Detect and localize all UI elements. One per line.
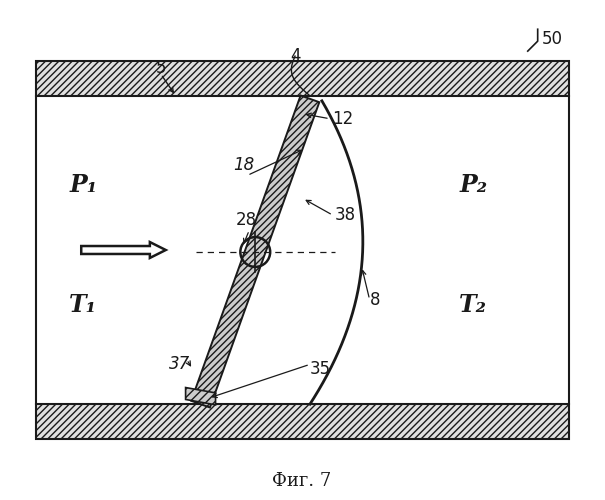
Text: 18: 18 — [234, 156, 255, 174]
Polygon shape — [186, 388, 215, 405]
Text: Фиг. 7: Фиг. 7 — [272, 472, 332, 490]
Text: 8: 8 — [370, 290, 380, 308]
Text: P₁: P₁ — [70, 174, 97, 198]
Polygon shape — [81, 242, 166, 258]
Text: 4: 4 — [290, 47, 300, 65]
Text: 50: 50 — [541, 30, 563, 48]
Text: T₂: T₂ — [459, 292, 487, 316]
Text: 35: 35 — [310, 360, 331, 378]
Text: 37: 37 — [169, 356, 190, 374]
Text: 12: 12 — [332, 110, 353, 128]
Bar — [36, 404, 569, 439]
Text: 38: 38 — [335, 206, 356, 224]
Bar — [36, 61, 569, 96]
Text: 28: 28 — [235, 211, 257, 229]
Text: T₁: T₁ — [70, 292, 97, 316]
Text: 5: 5 — [156, 59, 166, 77]
Polygon shape — [191, 96, 319, 407]
Text: P₂: P₂ — [459, 174, 487, 198]
